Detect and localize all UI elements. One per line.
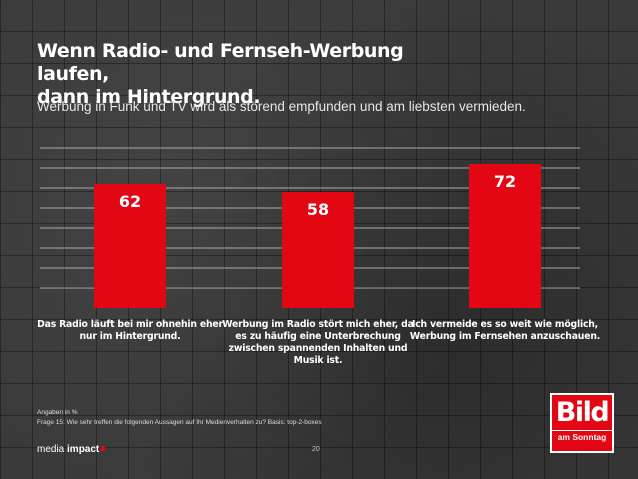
bar-2 — [282, 192, 354, 308]
brand-dot-icon: ● — [99, 441, 107, 455]
category-label-1: Das Radio läuft bei mir ohnehin eher nur… — [37, 319, 223, 342]
slide-subtitle: Werbung in Funk und TV wird als störend … — [37, 99, 526, 114]
category-label-2: Werbung im Radio stört mich eher, da es … — [222, 319, 414, 366]
page-number: 20 — [312, 446, 320, 453]
category-label-3: Ich vermeide es so weit wie möglich, Wer… — [409, 319, 601, 342]
media-impact-logo: media impact● — [37, 441, 107, 455]
bar-1 — [94, 184, 166, 308]
bar-value-label-1: 62 — [119, 192, 141, 211]
brand-media: media — [37, 444, 65, 455]
title-line-1: Wenn Radio- und Fernseh-Werbung laufen, — [37, 40, 404, 85]
logo-bild-sub: am Sonntag — [552, 430, 612, 443]
title-line-2: dann im Hintergrund. — [37, 86, 261, 108]
brand-impact: impact — [67, 444, 100, 455]
slide-title: Wenn Radio- und Fernseh-Werbung laufen, … — [37, 40, 477, 109]
bar-value-label-2: 58 — [307, 200, 329, 219]
logo-bild-word: Bild — [555, 397, 610, 428]
bar-3 — [469, 164, 541, 308]
bar-value-label-3: 72 — [494, 172, 516, 191]
footnote-question: Frage 15: Wie sehr treffen die folgenden… — [37, 419, 322, 426]
bild-am-sonntag-logo: Bild am Sonntag — [550, 393, 614, 453]
footnote-units: Angaben in % — [37, 409, 78, 416]
bar-chart: 62 58 72 — [40, 147, 580, 308]
